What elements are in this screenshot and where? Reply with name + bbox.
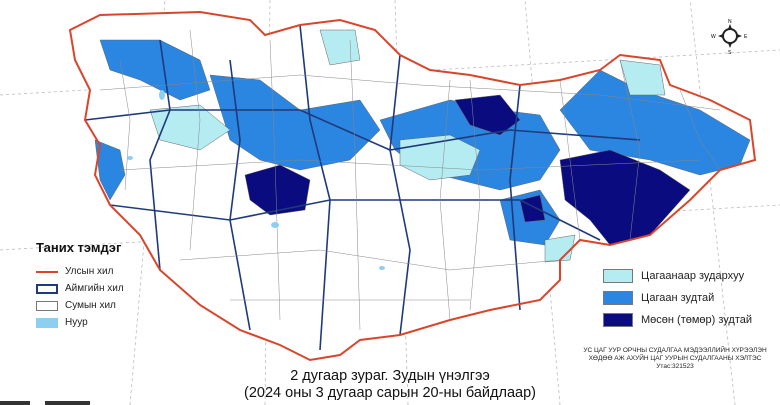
province-border-swatch — [36, 283, 58, 294]
region-light-zud — [544, 234, 576, 263]
region-iron-zud — [519, 194, 546, 223]
compass-w: W — [711, 34, 716, 40]
legend-label: Мөсөн (төмөр) зудтай — [641, 314, 753, 326]
region-iron-zud — [454, 94, 521, 136]
legend-boundaries: Таних тэмдэг Улсын хил Аймгийн хил Сумын… — [36, 240, 124, 331]
legend-item-national-border: Улсын хил — [36, 263, 124, 280]
organization-credit: УС ЦАГ УУР ОРЧНЫ СУДАЛГАА МЭДЭЭЛЛИЙН ХҮР… — [575, 347, 775, 371]
legend-label: Цагаан зудтай — [641, 292, 715, 304]
legend-label: Сумын хил — [65, 300, 116, 311]
org-line-1: УС ЦАГ УУР ОРЧНЫ СУДАЛГАА МЭДЭЭЛЛИЙН ХҮР… — [583, 347, 767, 354]
region-light-zud — [149, 104, 231, 151]
light-zud-swatch — [603, 269, 633, 283]
org-line-2: ХӨДӨӨ АЖ АХУЙН ЦАГ УУРЫН СУДАЛГААНЫ ХЭЛТ… — [588, 355, 762, 362]
legend-item-iron-zud: Мөсөн (төмөр) зудтай — [603, 309, 752, 331]
region-light-zud — [319, 29, 361, 66]
compass-icon: N S E W — [711, 19, 748, 56]
legend-label: Цагаанаар зудархуу — [641, 270, 745, 282]
figure-caption: 2 дугаар зураг. Зудын үнэлгээ (2024 оны … — [200, 368, 580, 402]
legend-zud: Цагаанаар зудархуу Цагаан зудтай Мөсөн (… — [603, 265, 752, 331]
compass-e: E — [744, 34, 748, 40]
lakes — [127, 90, 385, 270]
legend-item-white-zud: Цагаан зудтай — [603, 287, 752, 309]
legend-label: Улсын хил — [65, 266, 114, 277]
compass-rose: N S E W — [710, 18, 750, 59]
org-phone: Утас:321523 — [656, 363, 694, 370]
national-border — [68, 10, 757, 362]
lake-swatch — [36, 317, 58, 328]
soum-borders — [99, 29, 721, 331]
legend-label: Аймгийн хил — [65, 283, 124, 294]
zud-regions — [94, 29, 751, 263]
province-borders — [84, 24, 641, 351]
legend-label: Нуур — [65, 317, 88, 328]
legend-item-province-border: Аймгийн хил — [36, 280, 124, 297]
compass-n: N — [728, 19, 732, 25]
compass-s: S — [728, 50, 732, 54]
legend-item-light-zud: Цагаанаар зудархуу — [603, 265, 752, 287]
caption-title: 2 дугаар зураг. Зудын үнэлгээ — [290, 368, 490, 384]
soum-border-swatch — [36, 300, 58, 311]
legend-item-soum-border: Сумын хил — [36, 297, 124, 314]
region-white-zud — [94, 139, 126, 201]
legend-title: Таних тэмдэг — [36, 240, 122, 255]
legend-item-lake: Нуур — [36, 314, 124, 331]
region-iron-zud — [244, 164, 311, 216]
national-border-swatch — [36, 270, 58, 273]
caption-date: (2024 оны 3 дугаар сарын 20-ны байдлаар) — [244, 385, 536, 401]
iron-zud-swatch — [603, 313, 633, 327]
scale-bar — [0, 401, 90, 405]
white-zud-swatch — [603, 291, 633, 305]
region-white-zud — [209, 74, 381, 171]
region-white-zud — [99, 39, 211, 101]
region-light-zud — [619, 59, 666, 96]
